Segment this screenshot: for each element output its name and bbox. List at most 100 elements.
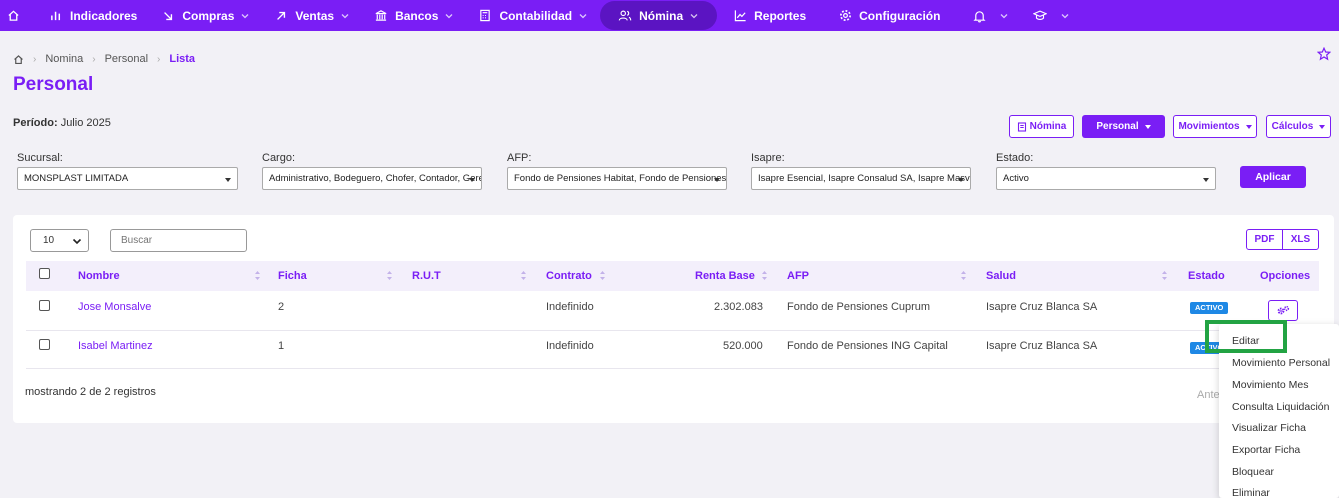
bell-icon <box>972 9 986 23</box>
sort-icon[interactable] <box>599 270 606 281</box>
page-length-select[interactable]: 10 <box>30 229 89 252</box>
header-rut[interactable]: R.U.T <box>412 270 441 282</box>
xls-button[interactable]: XLS <box>1282 229 1319 250</box>
isapre-label: Isapre: <box>751 152 785 164</box>
chevron-down-icon <box>341 13 349 18</box>
row-ficha: 1 <box>278 340 285 352</box>
isapre-select[interactable]: Isapre Esencial, Isapre Consalud SA, Isa… <box>751 167 971 190</box>
nav-configuracion[interactable]: Configuración <box>818 0 952 31</box>
caret-down-icon <box>1245 124 1252 129</box>
sort-icon[interactable] <box>761 270 768 281</box>
header-estado[interactable]: Estado <box>1188 270 1225 282</box>
nav-home[interactable] <box>0 0 37 31</box>
sucursal-select[interactable]: MONSPLAST LIMITADA <box>17 167 238 190</box>
menu-item-consulta-liquidacion[interactable]: Consulta Liquidación <box>1232 401 1330 413</box>
arrow-up-right-icon <box>274 9 288 23</box>
row-ficha: 2 <box>278 301 285 313</box>
nav-contabilidad[interactable]: Contabilidad <box>466 0 600 31</box>
gear-icon <box>838 9 852 23</box>
row-checkbox[interactable] <box>39 300 50 311</box>
calculos-button[interactable]: Cálculos <box>1266 115 1331 138</box>
estado-value: Activo <box>1003 173 1029 184</box>
arrow-down-right-icon <box>161 9 175 23</box>
users-icon <box>618 9 632 23</box>
sort-icon[interactable] <box>960 270 967 281</box>
nav-ventas-label: Ventas <box>295 8 335 23</box>
breadcrumb-personal[interactable]: Personal <box>104 53 149 65</box>
breadcrumb-separator: › <box>92 53 96 65</box>
bar-chart-icon <box>49 9 63 23</box>
estado-label: Estado: <box>996 152 1034 164</box>
nav-reportes[interactable]: Reportes <box>717 0 818 31</box>
menu-item-bloquear[interactable]: Bloquear <box>1232 466 1275 478</box>
row-renta: 520.000 <box>723 340 763 352</box>
row-divider <box>26 368 1319 369</box>
nav-reportes-label: Reportes <box>754 8 807 23</box>
afp-label: AFP: <box>507 152 532 164</box>
select-all-checkbox[interactable] <box>39 268 50 279</box>
row-divider <box>26 330 1319 331</box>
nav-user[interactable] <box>1021 0 1082 31</box>
nav-compras-label: Compras <box>182 8 235 23</box>
document-icon <box>1017 121 1026 132</box>
nav-nomina[interactable]: Nómina <box>600 1 718 30</box>
sort-icon[interactable] <box>386 270 393 281</box>
nav-notifications[interactable] <box>952 0 1021 31</box>
menu-item-movimiento-mes[interactable]: Movimiento Mes <box>1232 379 1309 391</box>
home-icon[interactable] <box>13 54 24 65</box>
header-nombre[interactable]: Nombre <box>78 270 120 282</box>
calculator-icon <box>478 9 492 23</box>
header-ficha[interactable]: Ficha <box>278 270 307 282</box>
nav-nomina-label: Nómina <box>639 8 684 23</box>
nav-bancos[interactable]: Bancos <box>362 0 466 31</box>
menu-item-visualizar-ficha[interactable]: Visualizar Ficha <box>1232 422 1306 434</box>
estado-select[interactable]: Activo <box>996 167 1216 190</box>
breadcrumb-nomina[interactable]: Nomina <box>45 53 84 65</box>
star-icon[interactable] <box>1317 47 1331 61</box>
cargo-select[interactable]: Administrativo, Bodeguero, Chofer, Conta… <box>262 167 482 190</box>
row-afp: Fondo de Pensiones ING Capital <box>787 340 948 352</box>
status-badge: ACTIVO <box>1190 302 1229 314</box>
row-nombre[interactable]: Isabel Martinez <box>78 340 153 352</box>
row-checkbox[interactable] <box>39 339 50 350</box>
row-contrato: Indefinido <box>546 340 594 352</box>
menu-item-exportar-ficha[interactable]: Exportar Ficha <box>1232 444 1301 456</box>
row-salud: Isapre Cruz Blanca SA <box>986 301 1098 313</box>
sort-icon[interactable] <box>1161 270 1168 281</box>
nomina-button[interactable]: Nómina <box>1009 115 1074 138</box>
personal-button[interactable]: Personal <box>1082 115 1165 138</box>
row-nombre[interactable]: Jose Monsalve <box>78 301 152 313</box>
menu-item-eliminar[interactable]: Eliminar <box>1232 487 1270 498</box>
line-chart-icon <box>733 9 747 23</box>
highlight-box <box>1205 320 1287 353</box>
home-icon <box>6 9 20 23</box>
nav-indicadores[interactable]: Indicadores <box>37 0 149 31</box>
header-afp[interactable]: AFP <box>787 270 809 282</box>
header-renta[interactable]: Renta Base <box>695 270 755 282</box>
options-button[interactable] <box>1268 300 1298 321</box>
page-title: Personal <box>13 74 94 95</box>
nav-contabilidad-label: Contabilidad <box>499 8 573 23</box>
periodo: Período: Julio 2025 <box>13 117 111 129</box>
menu-item-movimiento-personal[interactable]: Movimiento Personal <box>1232 357 1331 369</box>
header-salud[interactable]: Salud <box>986 270 1016 282</box>
nav-compras[interactable]: Compras <box>149 0 262 31</box>
header-contrato[interactable]: Contrato <box>546 270 592 282</box>
records-info: mostrando 2 de 2 registros <box>25 386 156 398</box>
afp-select[interactable]: Fondo de Pensiones Habitat, Fondo de Pen… <box>507 167 727 190</box>
bank-icon <box>374 9 388 23</box>
breadcrumb: › Nomina › Personal › Lista <box>13 53 195 65</box>
menu-item-editar[interactable]: Editar <box>1232 335 1260 347</box>
nav-ventas[interactable]: Ventas <box>262 0 362 31</box>
chevron-down-icon <box>445 13 453 18</box>
pdf-button[interactable]: PDF <box>1246 229 1283 250</box>
sort-icon[interactable] <box>254 270 261 281</box>
aplicar-button[interactable]: Aplicar <box>1240 166 1306 188</box>
sort-icon[interactable] <box>520 270 527 281</box>
movimientos-button[interactable]: Movimientos <box>1173 115 1257 138</box>
nav-configuracion-label: Configuración <box>859 8 941 23</box>
search-input[interactable] <box>110 229 247 252</box>
chevron-down-icon <box>690 13 698 18</box>
breadcrumb-separator: › <box>157 53 161 65</box>
caret-down-icon <box>1319 124 1326 129</box>
